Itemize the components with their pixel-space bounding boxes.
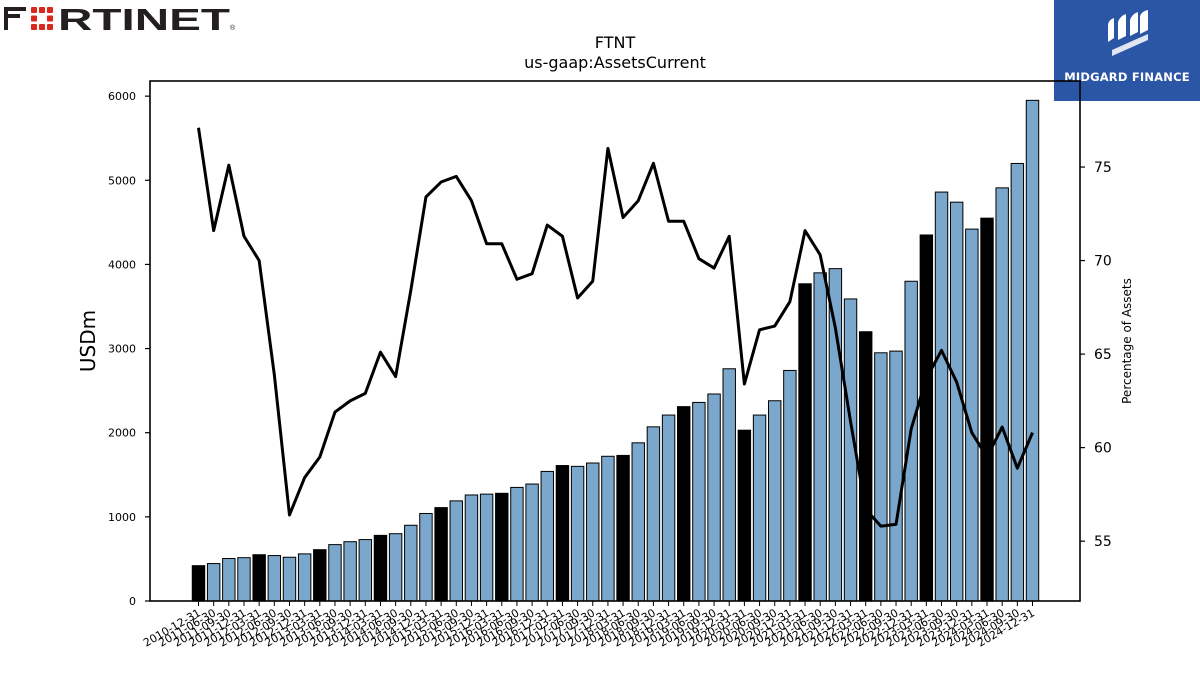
y2-tick-label: 55 bbox=[1094, 534, 1112, 550]
bar bbox=[419, 512, 433, 602]
bar bbox=[586, 462, 600, 602]
midgard-finance-logo: MIDGARD FINANCE bbox=[1054, 0, 1200, 101]
bar bbox=[343, 541, 357, 602]
bar bbox=[373, 534, 388, 602]
bar bbox=[449, 500, 463, 602]
bar bbox=[1010, 162, 1025, 602]
y-tick-label: 0 bbox=[129, 595, 136, 608]
bar bbox=[889, 350, 903, 602]
bar bbox=[813, 272, 827, 602]
bar bbox=[404, 524, 418, 602]
bar bbox=[692, 401, 706, 602]
y-tick-label: 4000 bbox=[108, 258, 136, 271]
y2-tick-label: 60 bbox=[1094, 441, 1112, 457]
bar bbox=[282, 556, 297, 602]
bar bbox=[752, 414, 767, 602]
x-axis: 2010-12-312011-06-302011-09-302011-12-31… bbox=[141, 601, 1037, 650]
bar bbox=[707, 393, 721, 602]
y2-axis-label: Percentage of Assets bbox=[1120, 278, 1134, 404]
plot-frame bbox=[149, 80, 1081, 602]
bar bbox=[388, 533, 403, 602]
bar bbox=[737, 429, 752, 602]
bar bbox=[358, 539, 373, 602]
bar bbox=[858, 331, 873, 602]
bar bbox=[601, 455, 615, 602]
y2-tick-label: 65 bbox=[1094, 347, 1112, 363]
percentage-line bbox=[197, 127, 1034, 528]
y-axis-left: 0 1000 2000 3000 4000 5000 6000 bbox=[108, 90, 150, 608]
bar bbox=[495, 492, 509, 602]
bar bbox=[525, 483, 539, 602]
midgard-mark-icon bbox=[1108, 10, 1148, 56]
bar bbox=[616, 454, 630, 602]
midgard-logo-text: MIDGARD FINANCE bbox=[1064, 70, 1190, 84]
bar bbox=[904, 280, 918, 602]
chart-title: FTNT bbox=[595, 33, 636, 52]
bar bbox=[434, 507, 448, 602]
y-tick-label: 1000 bbox=[108, 511, 136, 524]
bar bbox=[313, 549, 327, 602]
bar bbox=[510, 486, 524, 602]
y-axis-label: USDm bbox=[76, 310, 100, 372]
bars-layer bbox=[191, 99, 1040, 602]
bar bbox=[479, 493, 494, 602]
bar bbox=[191, 565, 206, 602]
bar bbox=[722, 368, 736, 602]
bar bbox=[252, 554, 266, 602]
bar bbox=[646, 426, 661, 602]
bar bbox=[768, 400, 782, 602]
bar bbox=[570, 465, 585, 602]
line-layer bbox=[197, 127, 1034, 528]
svg-text:RTINET: RTINET bbox=[58, 2, 230, 36]
bar bbox=[995, 187, 1009, 602]
bar bbox=[677, 406, 691, 602]
registered-mark: ® bbox=[230, 24, 236, 32]
bar bbox=[661, 414, 676, 602]
y-tick-label: 6000 bbox=[108, 90, 136, 103]
bar bbox=[464, 494, 479, 602]
bar bbox=[828, 268, 843, 602]
bar bbox=[934, 191, 949, 602]
bar bbox=[328, 544, 342, 602]
chart-subtitle: us-gaap:AssetsCurrent bbox=[524, 53, 706, 72]
fortinet-logo: RTINET ® bbox=[4, 2, 236, 36]
y-tick-label: 2000 bbox=[108, 427, 136, 440]
y2-tick-label: 75 bbox=[1094, 160, 1112, 176]
y-tick-label: 5000 bbox=[108, 174, 136, 187]
bar bbox=[206, 563, 221, 602]
bar bbox=[874, 352, 888, 602]
bar bbox=[798, 283, 812, 602]
y2-tick-label: 70 bbox=[1094, 254, 1112, 270]
bar bbox=[919, 234, 934, 602]
bar bbox=[631, 442, 645, 602]
bar bbox=[540, 470, 554, 602]
bar bbox=[267, 555, 282, 602]
bar bbox=[297, 553, 312, 602]
bar bbox=[783, 369, 797, 602]
bar bbox=[555, 465, 570, 602]
bar bbox=[980, 217, 994, 602]
y-axis-right: 55 60 65 70 75 bbox=[1080, 160, 1112, 550]
bar bbox=[222, 558, 236, 602]
y-tick-label: 3000 bbox=[108, 343, 136, 356]
bar bbox=[237, 557, 251, 602]
bar bbox=[1025, 99, 1040, 602]
